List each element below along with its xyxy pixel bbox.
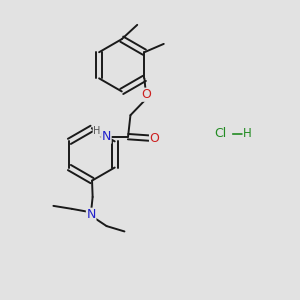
Text: O: O [141,88,151,101]
Text: Cl: Cl [214,127,227,140]
Text: O: O [150,132,160,145]
Text: N: N [86,208,96,221]
Text: N: N [102,130,111,143]
Text: H: H [243,127,252,140]
Text: H: H [93,126,100,136]
